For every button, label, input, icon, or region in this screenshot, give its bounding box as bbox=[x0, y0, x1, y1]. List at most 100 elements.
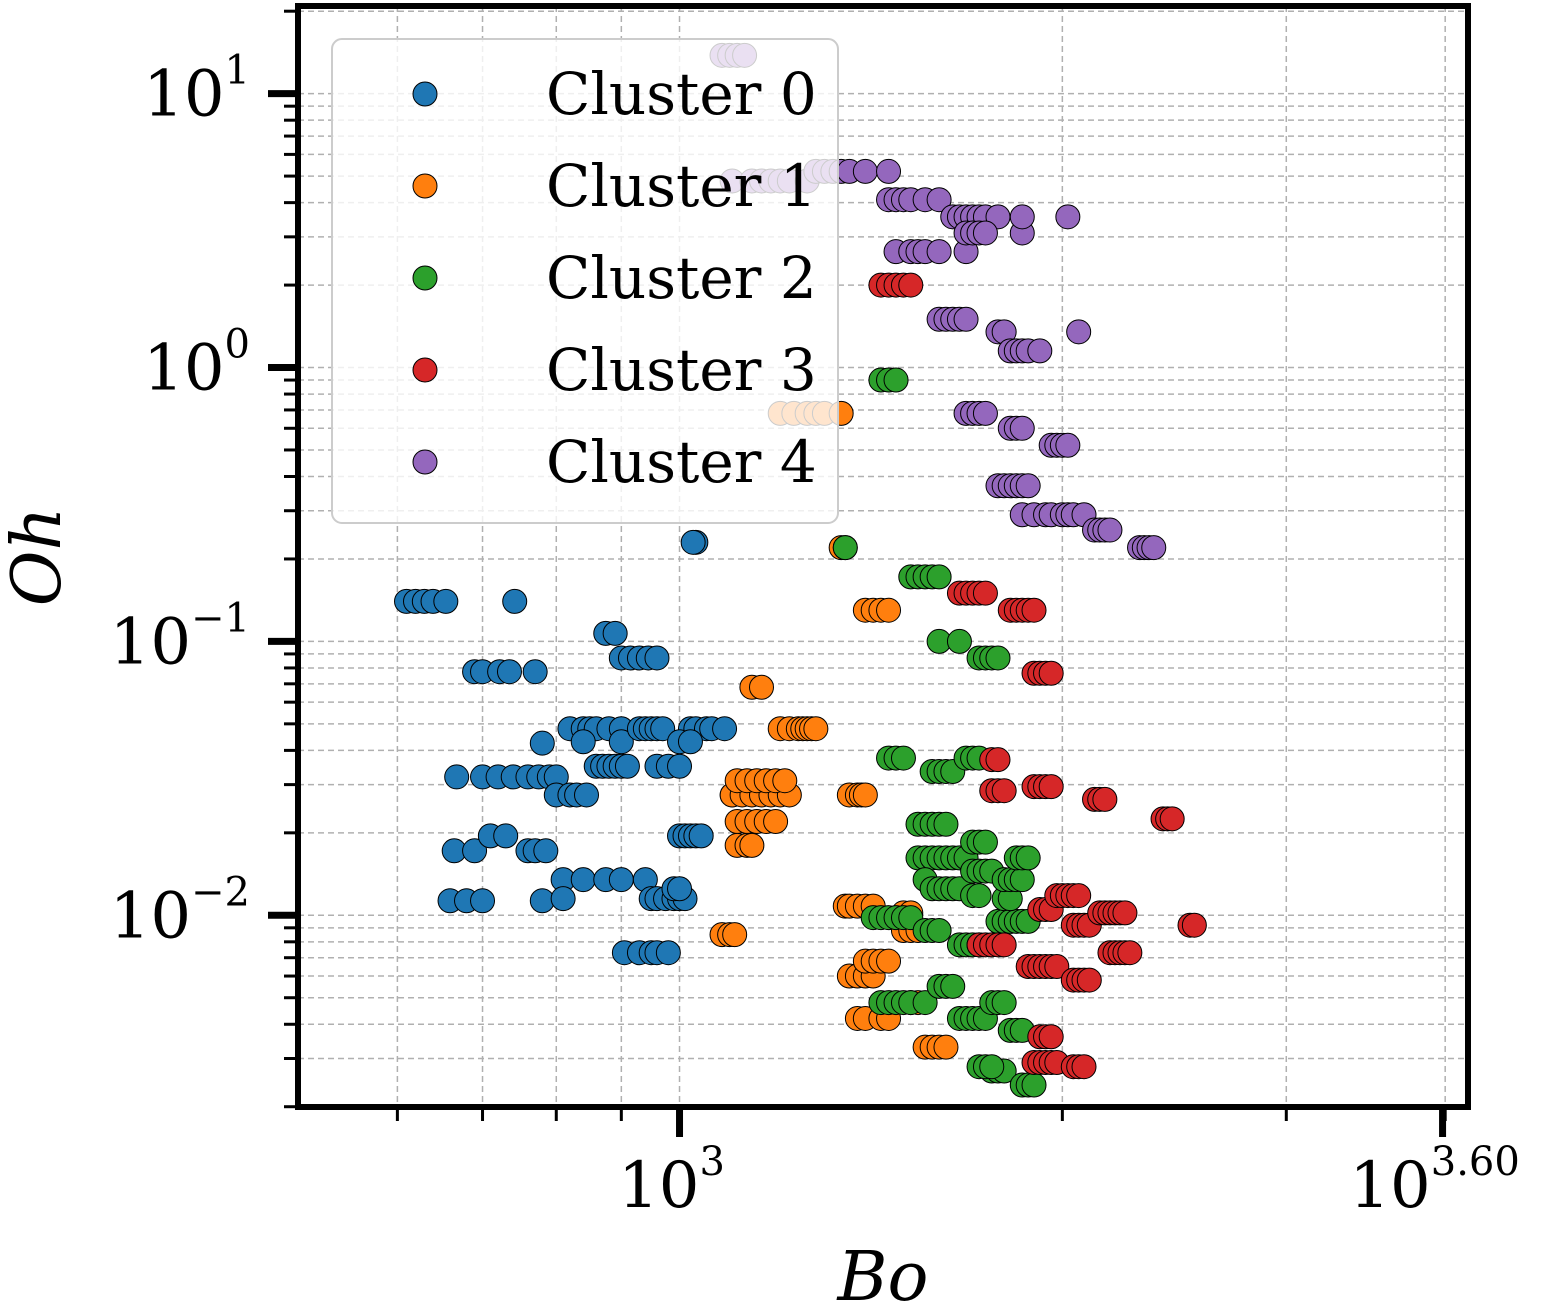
data-point bbox=[926, 564, 952, 590]
data-point bbox=[677, 729, 703, 755]
y-tick-label: 100 bbox=[143, 322, 250, 406]
axis-ticks: 103 103.60 101 100 10−1 10−2 bbox=[110, 9, 1520, 1223]
data-point bbox=[1092, 786, 1118, 812]
data-point bbox=[832, 535, 858, 561]
data-point bbox=[1055, 432, 1081, 458]
data-point bbox=[898, 272, 924, 298]
data-point bbox=[1066, 883, 1092, 909]
data-point bbox=[667, 876, 693, 902]
data-point bbox=[890, 745, 916, 771]
data-point bbox=[1009, 415, 1035, 441]
data-point bbox=[650, 716, 676, 742]
data-point bbox=[991, 990, 1017, 1016]
data-point bbox=[722, 922, 748, 948]
data-point bbox=[574, 782, 600, 808]
data-point bbox=[953, 306, 979, 332]
data-point bbox=[763, 809, 789, 835]
data-point bbox=[926, 187, 952, 213]
data-point bbox=[803, 716, 829, 742]
data-point bbox=[991, 778, 1017, 804]
data-point bbox=[1066, 319, 1092, 345]
data-point bbox=[570, 867, 596, 893]
data-point bbox=[972, 580, 998, 606]
legend-label: Cluster 0 bbox=[546, 60, 817, 128]
data-point bbox=[1159, 806, 1185, 832]
data-point bbox=[533, 838, 559, 864]
data-point bbox=[614, 753, 640, 779]
data-point bbox=[972, 220, 998, 246]
legend-marker bbox=[412, 357, 438, 383]
data-point bbox=[1076, 967, 1102, 993]
data-point bbox=[608, 729, 634, 755]
data-point bbox=[680, 529, 706, 555]
data-point bbox=[883, 367, 909, 393]
data-point bbox=[1112, 900, 1138, 926]
data-point bbox=[1038, 774, 1064, 800]
data-point bbox=[1071, 1054, 1097, 1080]
data-point bbox=[940, 973, 966, 999]
legend-marker bbox=[412, 81, 438, 107]
data-point bbox=[550, 886, 576, 912]
data-point bbox=[712, 716, 738, 742]
data-point bbox=[748, 674, 774, 700]
data-point bbox=[1044, 954, 1070, 980]
data-point bbox=[912, 990, 938, 1016]
data-point bbox=[1009, 867, 1035, 893]
data-point bbox=[972, 829, 998, 855]
data-point bbox=[946, 628, 972, 654]
data-point bbox=[1181, 912, 1207, 938]
data-point bbox=[985, 645, 1011, 671]
data-point bbox=[991, 932, 1017, 958]
data-point bbox=[433, 588, 459, 614]
data-point bbox=[608, 867, 634, 893]
legend-marker bbox=[412, 173, 438, 199]
data-point bbox=[966, 883, 992, 909]
data-point bbox=[1038, 1024, 1064, 1050]
y-tick-label: 101 bbox=[143, 48, 250, 132]
data-point bbox=[502, 588, 528, 614]
data-point bbox=[1021, 1072, 1047, 1098]
data-point bbox=[644, 645, 670, 671]
data-point bbox=[852, 782, 878, 808]
legend-marker bbox=[412, 265, 438, 291]
data-point bbox=[1117, 940, 1143, 966]
data-point bbox=[979, 1054, 1005, 1080]
data-point bbox=[688, 823, 714, 849]
data-point bbox=[1009, 204, 1035, 230]
data-point bbox=[1015, 473, 1041, 499]
data-point bbox=[1055, 204, 1081, 230]
data-point bbox=[462, 838, 488, 864]
data-point bbox=[1015, 845, 1041, 871]
data-point bbox=[522, 659, 548, 685]
data-point bbox=[1097, 517, 1123, 543]
data-point bbox=[772, 768, 798, 794]
data-point bbox=[496, 659, 522, 685]
data-point bbox=[1027, 338, 1053, 364]
data-point bbox=[667, 753, 693, 779]
series-cluster-3 bbox=[868, 272, 1207, 1080]
data-point bbox=[876, 158, 902, 184]
data-point bbox=[655, 940, 681, 966]
series-cluster-2 bbox=[832, 367, 1047, 1098]
legend-label: Cluster 3 bbox=[546, 336, 817, 404]
legend-box bbox=[331, 38, 839, 524]
data-point bbox=[933, 811, 959, 837]
data-point bbox=[876, 948, 902, 974]
data-point bbox=[529, 888, 555, 914]
y-tick-label: 10−2 bbox=[110, 869, 250, 953]
legend-label: Cluster 2 bbox=[546, 244, 817, 312]
data-point bbox=[985, 747, 1011, 773]
data-point bbox=[739, 832, 765, 858]
data-point bbox=[876, 597, 902, 623]
data-point bbox=[926, 239, 952, 265]
data-point bbox=[529, 730, 555, 756]
data-point bbox=[852, 158, 878, 184]
data-point bbox=[570, 729, 596, 755]
legend-label: Cluster 4 bbox=[546, 428, 817, 496]
data-point bbox=[1021, 597, 1047, 623]
x-tick-label: 103 bbox=[618, 1139, 725, 1223]
data-point bbox=[493, 823, 519, 849]
data-point bbox=[1141, 535, 1167, 561]
data-point bbox=[926, 917, 952, 943]
